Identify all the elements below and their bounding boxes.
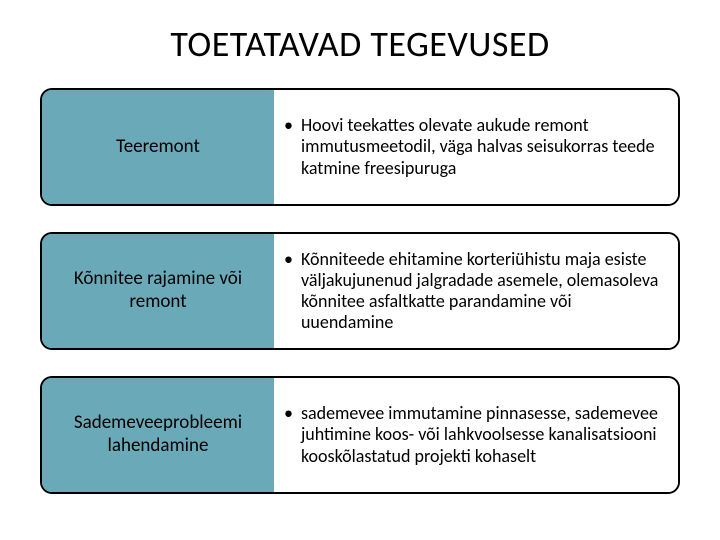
bullet: • Hoovi teekattes olevate aukude remont … (278, 115, 660, 179)
bullet: • Kõnniteede ehitamine korteriühistu maj… (278, 249, 660, 334)
page-title: TOETATAVAD TEGEVUSED (40, 22, 680, 66)
bullet-icon: • (278, 115, 301, 136)
rows-container: Teeremont • Hoovi teekattes olevate auku… (40, 88, 680, 494)
row-label: Sademeveeprobleemi lahendamine (42, 378, 274, 492)
row-body: • Kõnniteede ehitamine korteriühistu maj… (274, 234, 678, 348)
bullet-text: sademevee immutamine pinnasesse, sademev… (301, 403, 660, 467)
bullet: • sademevee immutamine pinnasesse, sadem… (278, 403, 660, 467)
table-row: Sademeveeprobleemi lahendamine • sademev… (40, 376, 680, 494)
row-body: • sademevee immutamine pinnasesse, sadem… (274, 378, 678, 492)
bullet-text: Hoovi teekattes olevate aukude remont im… (301, 115, 660, 179)
row-body: • Hoovi teekattes olevate aukude remont … (274, 90, 678, 204)
table-row: Teeremont • Hoovi teekattes olevate auku… (40, 88, 680, 206)
bullet-icon: • (278, 403, 301, 424)
bullet-icon: • (278, 249, 301, 270)
table-row: Kõnnitee rajamine või remont • Kõnniteed… (40, 232, 680, 350)
row-label: Kõnnitee rajamine või remont (42, 234, 274, 348)
bullet-text: Kõnniteede ehitamine korteriühistu maja … (301, 249, 660, 334)
row-label: Teeremont (42, 90, 274, 204)
slide: TOETATAVAD TEGEVUSED Teeremont • Hoovi t… (0, 0, 720, 540)
